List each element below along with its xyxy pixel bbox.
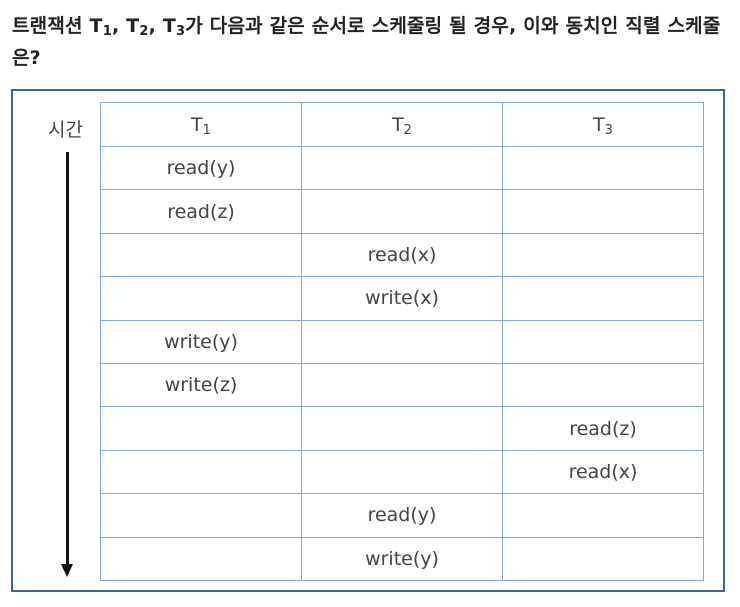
operation-cell-t3 <box>502 493 704 538</box>
table-row: read(y) <box>100 145 704 191</box>
operation-cell-t3 <box>502 145 704 191</box>
operation-cell-t2: write(y) <box>301 536 503 581</box>
operation-cell-t2 <box>301 145 503 191</box>
header-t3: T3 <box>502 102 704 147</box>
operation-cell-t2 <box>301 189 503 234</box>
operation-cell-t3 <box>502 362 704 408</box>
table-row: write(y) <box>100 319 704 364</box>
operation-cell-t2 <box>301 319 503 364</box>
operation-cell-t2: read(y) <box>301 493 503 538</box>
operation-cell-t3 <box>502 189 704 234</box>
table-row: write(y) <box>100 536 704 581</box>
header-row: T1 T2 T3 <box>100 102 704 147</box>
operation-cell-t2 <box>301 362 503 408</box>
operation-cell-t2 <box>301 406 503 451</box>
operation-cell-t1 <box>100 493 302 538</box>
table-row: read(x) <box>100 449 704 495</box>
operation-cell-t3 <box>502 276 704 321</box>
operation-cell-t3: read(z) <box>502 406 704 451</box>
operation-cell-t1 <box>100 276 302 321</box>
operation-cell-t1: write(y) <box>100 319 302 364</box>
operation-cell-t1: write(z) <box>100 362 302 408</box>
time-label: 시간 <box>48 119 83 141</box>
question-text: 트랜잭션 T1, T2, T3가 다음과 같은 순서로 스케줄링 될 경우, 이… <box>12 15 721 69</box>
operation-cell-t1 <box>100 449 302 495</box>
table-row: write(z) <box>100 362 704 408</box>
operation-cell-t3 <box>502 232 704 278</box>
operation-cell-t2: read(x) <box>301 232 503 278</box>
operation-cell-t1 <box>100 406 302 451</box>
operation-cell-t2: write(x) <box>301 276 503 321</box>
table-row: read(y) <box>100 493 704 538</box>
operation-cell-t2 <box>301 449 503 495</box>
table-row: read(z) <box>100 189 704 234</box>
operation-cell-t1: read(z) <box>100 189 302 234</box>
arrow-head-icon <box>61 564 73 577</box>
table-row: write(x) <box>100 276 704 321</box>
operation-cell-t1 <box>100 536 302 581</box>
operation-cell-t1: read(y) <box>100 145 302 191</box>
time-arrow-icon <box>66 152 69 566</box>
table-row: read(x) <box>100 232 704 278</box>
header-t1: T1 <box>100 102 302 147</box>
operation-cell-t3 <box>502 319 704 364</box>
schedule-box <box>11 89 725 592</box>
operation-cell-t3: read(x) <box>502 449 704 495</box>
operation-cell-t1 <box>100 232 302 278</box>
schedule-table: T1 T2 T3 read(y) read(z) read(x) write(x) wr… <box>100 102 704 581</box>
operation-cell-t3 <box>502 536 704 581</box>
header-t2: T2 <box>301 102 503 147</box>
table-row: read(z) <box>100 406 704 451</box>
